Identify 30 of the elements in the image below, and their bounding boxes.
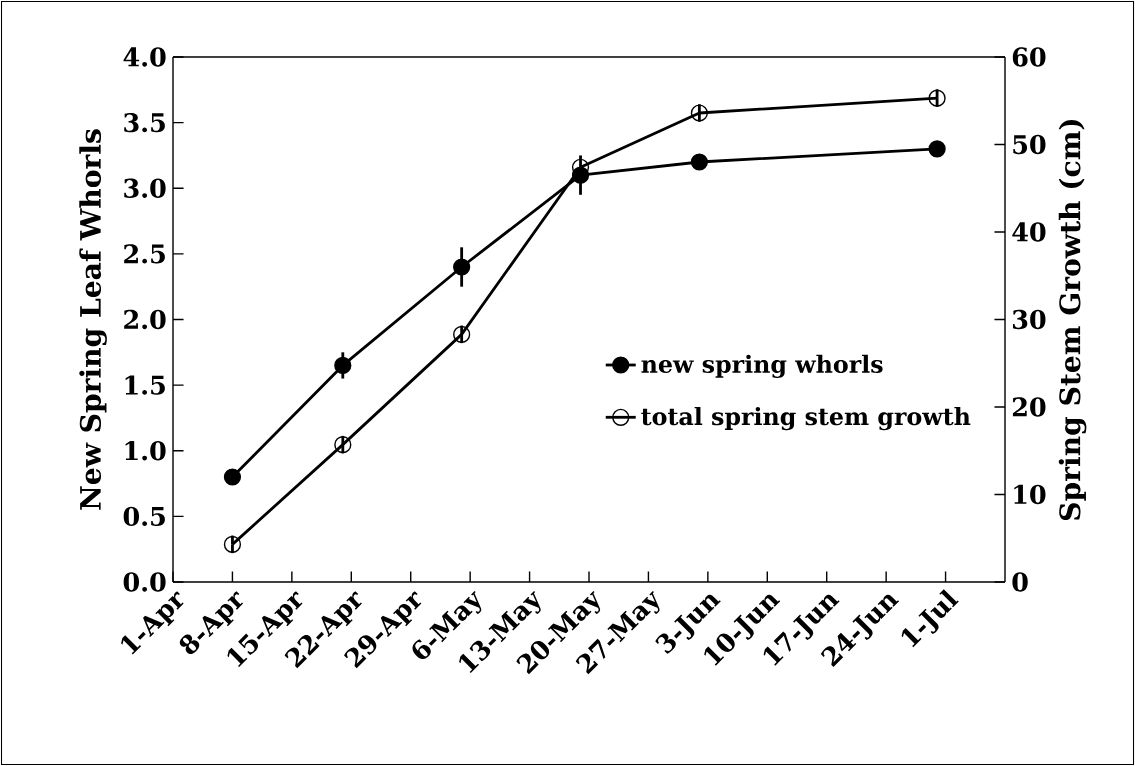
y2-tick-label: 10 xyxy=(1014,484,1046,505)
y2-tick-label: 40 xyxy=(1012,222,1046,242)
point xyxy=(453,258,471,276)
y-tick-label: 0.0 xyxy=(123,572,166,592)
point xyxy=(453,325,471,343)
y-tick-label: 2.0 xyxy=(124,309,166,330)
point xyxy=(223,468,242,486)
y-tick-label: 2.5 xyxy=(124,244,165,264)
point xyxy=(223,535,242,553)
y-tick-label: 0.5 xyxy=(123,506,165,527)
legend-label: new spring whorls xyxy=(641,354,883,378)
point xyxy=(690,104,708,122)
point xyxy=(334,436,352,454)
y2-tick-label: 60 xyxy=(1012,47,1046,67)
y-tick-label: 1.0 xyxy=(125,441,166,461)
y2-tick-label: 50 xyxy=(1013,134,1046,155)
point xyxy=(334,356,352,375)
y2-axis-title: Spring Stem Growth (cm) xyxy=(1058,119,1087,520)
y-tick-label: 3.0 xyxy=(124,178,166,198)
y2-tick-label: 30 xyxy=(1013,309,1046,330)
y2-tick-label: 20 xyxy=(1012,397,1046,417)
legend-label: total spring stem growth xyxy=(641,406,971,431)
y-tick-label: 1.5 xyxy=(125,375,165,395)
y-tick-label: 4.0 xyxy=(123,47,166,67)
y-tick-label: 3.5 xyxy=(124,112,165,133)
point xyxy=(928,89,946,107)
y2-tick-label: 0 xyxy=(1012,572,1028,592)
y-axis-title: New Spring Leaf Whorls xyxy=(79,129,107,510)
point xyxy=(690,153,708,171)
point xyxy=(928,140,946,158)
